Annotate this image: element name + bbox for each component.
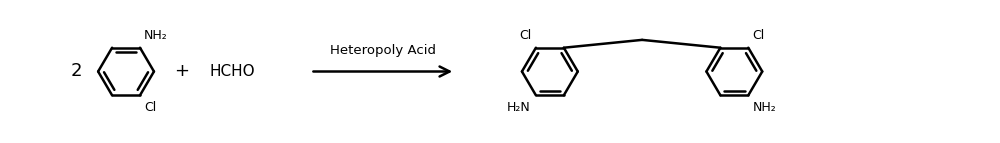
Text: NH₂: NH₂ bbox=[752, 101, 776, 114]
Text: HCHO: HCHO bbox=[210, 64, 255, 79]
Text: Cl: Cl bbox=[144, 101, 156, 114]
Text: Heteropoly Acid: Heteropoly Acid bbox=[330, 44, 436, 57]
Text: Cl: Cl bbox=[752, 29, 765, 42]
Text: NH₂: NH₂ bbox=[144, 29, 168, 42]
Text: 2: 2 bbox=[70, 62, 82, 81]
Text: H₂N: H₂N bbox=[507, 101, 531, 114]
Text: +: + bbox=[174, 62, 189, 81]
Text: Cl: Cl bbox=[520, 29, 532, 42]
